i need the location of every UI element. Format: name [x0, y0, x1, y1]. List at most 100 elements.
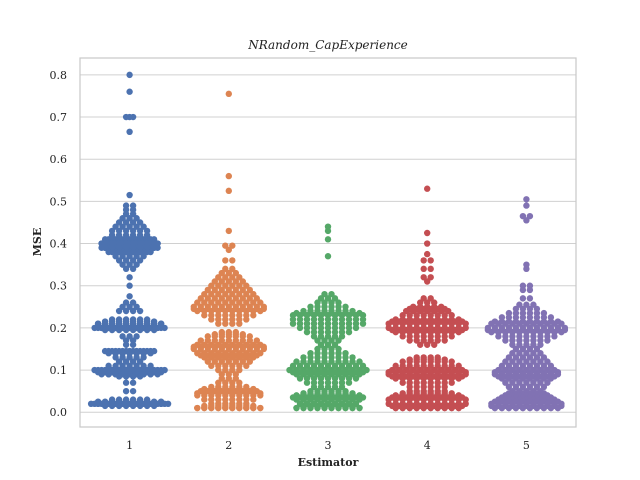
data-point — [310, 333, 318, 340]
data-point — [201, 299, 208, 306]
data-point — [208, 362, 215, 370]
y-tick-label: 0.8 — [50, 69, 68, 82]
data-point — [232, 337, 239, 344]
data-point — [438, 307, 445, 315]
data-point — [321, 404, 328, 412]
y-tick-label: 0.3 — [50, 280, 68, 293]
data-point — [434, 337, 441, 344]
data-point — [300, 371, 307, 378]
data-point — [232, 375, 239, 382]
data-point — [342, 358, 349, 365]
data-point — [342, 371, 349, 378]
data-point — [243, 290, 250, 298]
x-tick-label: 2 — [225, 439, 232, 452]
data-point — [516, 341, 523, 348]
data-point — [413, 337, 420, 344]
data-point — [519, 286, 527, 294]
data-point — [136, 402, 144, 410]
data-point — [218, 337, 225, 344]
data-point — [516, 320, 523, 327]
plot-frame — [79, 57, 577, 428]
data-point — [250, 290, 257, 298]
data-point — [126, 261, 133, 268]
data-points — [87, 71, 569, 412]
data-point — [204, 295, 211, 302]
data-point — [512, 404, 520, 412]
data-point — [129, 326, 137, 334]
data-point — [122, 358, 130, 365]
data-point — [204, 358, 211, 365]
data-point — [328, 290, 335, 298]
series-5 — [484, 196, 569, 412]
data-point — [356, 358, 363, 365]
x-tick-labels: 1 2 3 4 5 — [126, 439, 530, 452]
data-point — [257, 404, 264, 412]
data-point — [211, 286, 218, 294]
x-tick-label: 5 — [523, 439, 530, 452]
data-point — [498, 375, 506, 382]
data-point — [129, 341, 137, 348]
data-point — [427, 404, 434, 412]
data-point — [335, 358, 342, 365]
data-point — [523, 350, 530, 357]
data-point — [208, 290, 215, 298]
data-point — [300, 404, 307, 412]
data-point — [505, 354, 513, 361]
data-point — [197, 345, 204, 353]
data-point — [126, 253, 133, 260]
data-point — [455, 375, 462, 382]
data-point — [338, 333, 346, 340]
data-point — [243, 316, 250, 323]
data-point — [122, 379, 130, 386]
data-point — [349, 396, 356, 403]
data-point — [523, 265, 530, 273]
chart-title: NRandom_CapExperience — [247, 38, 408, 52]
data-point — [98, 371, 105, 378]
data-point — [136, 326, 144, 334]
data-point — [211, 278, 218, 285]
data-point — [328, 371, 335, 378]
data-point — [424, 307, 431, 315]
data-point — [194, 299, 201, 306]
data-point — [208, 316, 215, 323]
data-point — [246, 337, 253, 344]
data-point — [133, 223, 140, 230]
data-point — [352, 324, 360, 332]
data-point — [519, 362, 527, 370]
data-point — [119, 253, 126, 260]
data-point — [331, 341, 339, 348]
data-point — [349, 358, 356, 365]
data-point — [328, 358, 335, 365]
data-point — [403, 307, 410, 315]
data-point — [225, 172, 232, 180]
data-point — [335, 337, 342, 344]
x-tick-label: 4 — [424, 439, 431, 452]
data-point — [530, 301, 537, 308]
data-point — [201, 404, 208, 412]
data-point — [129, 219, 137, 226]
data-point — [427, 274, 434, 281]
data-point — [246, 286, 253, 294]
series-2 — [190, 90, 267, 412]
data-point — [293, 371, 300, 378]
data-point — [317, 383, 325, 391]
data-point — [232, 286, 239, 294]
data-point — [236, 282, 243, 289]
data-point — [229, 299, 236, 306]
data-point — [491, 404, 499, 412]
data-point — [314, 337, 321, 344]
data-point — [225, 295, 232, 302]
data-point — [441, 362, 448, 370]
data-point — [119, 215, 126, 222]
data-point — [502, 320, 509, 327]
data-point — [126, 223, 133, 230]
data-point — [331, 383, 339, 391]
data-point — [345, 379, 353, 386]
data-point — [328, 404, 335, 412]
data-point — [243, 282, 250, 289]
data-point — [303, 379, 311, 386]
data-point — [133, 215, 140, 222]
data-point — [122, 265, 130, 273]
data-point — [257, 307, 264, 315]
